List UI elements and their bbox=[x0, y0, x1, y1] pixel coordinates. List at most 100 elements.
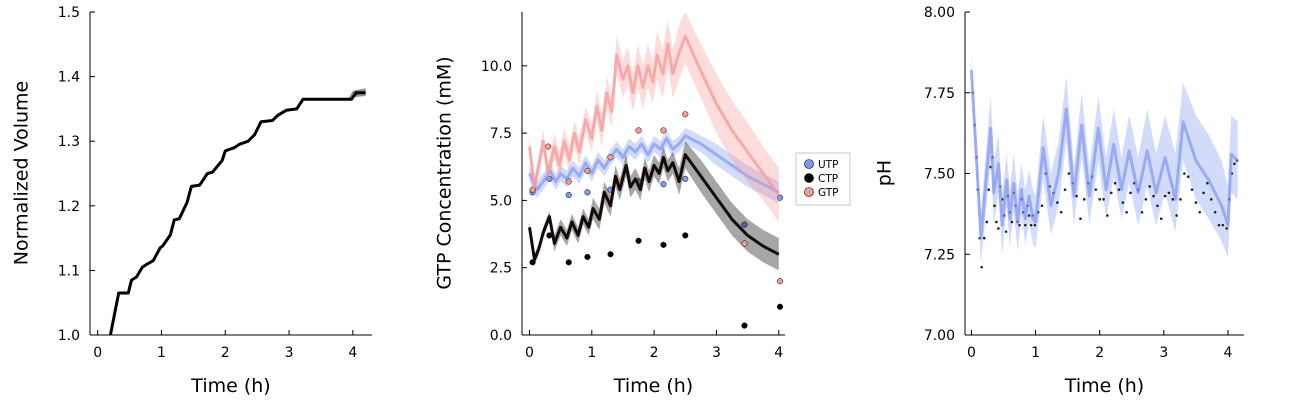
ph-data-point bbox=[982, 236, 986, 240]
gtp-legend-marker bbox=[804, 187, 814, 197]
concentration-legend: UTP CTP GTP bbox=[795, 152, 851, 206]
ph-data-point bbox=[1190, 188, 1194, 191]
ctp-data-point bbox=[635, 237, 642, 244]
ctp-legend-marker bbox=[804, 173, 814, 183]
ph-data-point bbox=[1194, 201, 1198, 204]
concentration-y-tick-label: 5.0 bbox=[490, 193, 512, 209]
utp-line bbox=[528, 134, 780, 194]
ph-data-point bbox=[1144, 198, 1148, 201]
gtp-data-point bbox=[660, 127, 667, 134]
ph-data-point bbox=[1113, 181, 1117, 185]
ph-data-point bbox=[1106, 214, 1109, 217]
volume-y-tick-label: 1.1 bbox=[58, 263, 80, 279]
ph-data-point bbox=[1121, 201, 1125, 204]
volume-y-axis-label: Normalized Volume bbox=[11, 81, 33, 265]
ph-band bbox=[971, 54, 1238, 264]
concentration-y-tick-label: 10.0 bbox=[481, 59, 512, 75]
ph-x-tick-label: 3 bbox=[1159, 345, 1168, 361]
gtp-data-point bbox=[635, 127, 642, 134]
gtp-band bbox=[529, 12, 779, 222]
ph-data-point bbox=[1023, 223, 1027, 227]
concentration-y-tick-label: 2.5 bbox=[490, 261, 512, 277]
utp-data-point bbox=[660, 181, 667, 188]
ph-data-point bbox=[1159, 217, 1163, 221]
ph-data-point bbox=[1209, 198, 1213, 201]
concentration-panel: 0 1 2 3 4 0.0 2.5 5.0 7.5 10.0 Time (h) GTP Concent… bbox=[434, 12, 851, 397]
utp-band bbox=[529, 127, 779, 204]
ph-data-point bbox=[1179, 198, 1182, 201]
ph-data-point bbox=[1129, 191, 1132, 195]
ph-data-point bbox=[980, 265, 983, 269]
ph-y-tick-label: 7.25 bbox=[924, 247, 955, 263]
volume-x-tick-label: 2 bbox=[221, 345, 230, 361]
ph-data-point bbox=[1018, 223, 1021, 227]
ph-data-point bbox=[1056, 201, 1059, 204]
ctp-data-point bbox=[565, 259, 572, 266]
ph-data-point bbox=[1167, 191, 1171, 195]
volume-y-tick-label: 1.2 bbox=[58, 199, 80, 215]
ph-line bbox=[969, 70, 1239, 240]
ph-data-point bbox=[1075, 194, 1078, 198]
concentration-x-tick-label: 3 bbox=[712, 345, 721, 361]
ph-y-tick-label: 7.75 bbox=[924, 86, 955, 102]
ph-data-point bbox=[1059, 210, 1063, 214]
ph-data-point bbox=[1004, 230, 1008, 233]
ph-data-point bbox=[1163, 194, 1167, 198]
volume-x-tick-label: 4 bbox=[348, 345, 357, 361]
ph-data-point bbox=[1225, 227, 1228, 230]
ph-data-point bbox=[1198, 210, 1202, 214]
ph-data-point bbox=[987, 188, 991, 191]
ctp-line bbox=[528, 153, 780, 262]
ctp-data-point bbox=[607, 251, 614, 258]
volume-y-tick-label: 1.3 bbox=[58, 134, 80, 150]
volume-line bbox=[108, 91, 366, 335]
ph-data-point bbox=[1010, 220, 1014, 224]
concentration-y-axis-label: GTP Concentration (mM) bbox=[434, 56, 456, 289]
ph-data-point bbox=[997, 227, 1000, 230]
ph-plot-area bbox=[969, 54, 1239, 269]
ph-data-point bbox=[1063, 188, 1067, 191]
gtp-data-point bbox=[741, 240, 748, 247]
ph-data-point bbox=[993, 204, 996, 208]
ph-data-point bbox=[1079, 217, 1082, 221]
volume-x-tick-label: 1 bbox=[157, 345, 166, 361]
ph-data-point bbox=[1109, 191, 1113, 195]
ctp-data-point bbox=[584, 253, 591, 260]
volume-x-tick-label: 3 bbox=[285, 345, 294, 361]
concentration-x-tick-label: 1 bbox=[587, 345, 596, 361]
ph-data-point bbox=[1102, 198, 1105, 201]
gtp-data-point bbox=[776, 278, 784, 285]
ph-x-tick-label: 1 bbox=[1031, 345, 1040, 361]
ph-data-point bbox=[1117, 188, 1121, 191]
ph-data-point bbox=[1206, 181, 1209, 185]
concentration-y-tick-label: 7.5 bbox=[490, 126, 512, 142]
concentration-y-tick-label: 0.0 bbox=[490, 328, 512, 344]
ph-data-point bbox=[1082, 198, 1086, 201]
volume-y-tick-label: 1.4 bbox=[58, 70, 80, 86]
volume-x-tick-label: 0 bbox=[93, 345, 102, 361]
ph-data-point bbox=[1033, 223, 1037, 227]
gtp-data-point bbox=[584, 167, 591, 174]
ph-data-point bbox=[1152, 194, 1155, 198]
ph-y-tick-label: 7.00 bbox=[924, 328, 955, 344]
ph-x-tick-label: 2 bbox=[1095, 345, 1104, 361]
ph-data-point bbox=[995, 220, 998, 224]
gtp-line bbox=[528, 34, 781, 196]
ph-data-point bbox=[1125, 210, 1128, 214]
concentration-x-tick-label: 4 bbox=[774, 345, 783, 361]
ph-data-point bbox=[1094, 188, 1098, 191]
ph-data-point bbox=[1040, 204, 1044, 208]
volume-plot-area bbox=[108, 88, 366, 335]
ph-data-point bbox=[1233, 162, 1236, 166]
ctp-data-point bbox=[682, 232, 689, 239]
ph-data-point bbox=[1183, 172, 1186, 175]
volume-x-axis-label: Time (h) bbox=[190, 375, 270, 397]
utp-data-point bbox=[565, 191, 572, 199]
ph-data-point bbox=[1221, 223, 1225, 227]
ctp-legend-label: CTP bbox=[818, 173, 838, 185]
ph-data-point bbox=[1175, 214, 1178, 217]
ph-data-point bbox=[1027, 214, 1031, 217]
ph-data-point bbox=[1029, 223, 1033, 227]
ph-data-point bbox=[1171, 198, 1175, 201]
